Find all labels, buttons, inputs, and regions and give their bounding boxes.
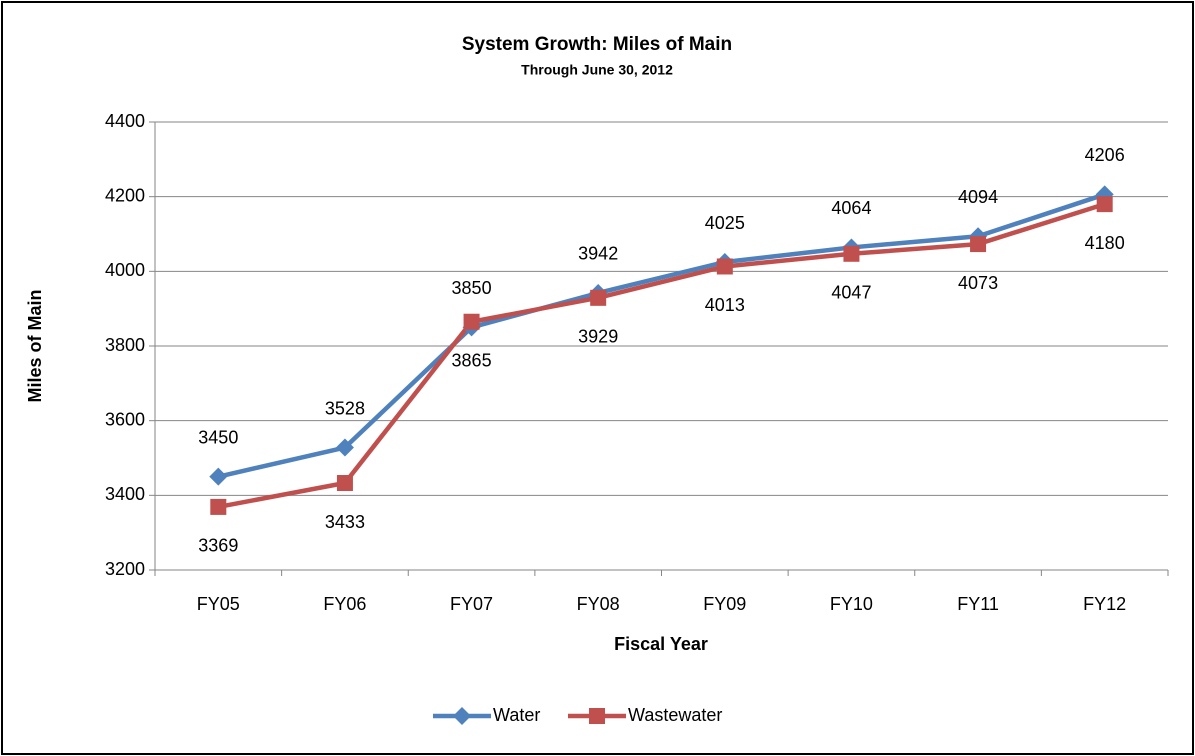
x-tick-label: FY05	[197, 594, 240, 614]
y-tick-label: 4400	[105, 111, 145, 131]
data-label: 3450	[198, 427, 238, 447]
x-axis-label: Fiscal Year	[614, 634, 708, 654]
x-tick-label: FY12	[1083, 594, 1126, 614]
data-label: 4094	[958, 187, 998, 207]
x-tick-label: FY11	[957, 594, 999, 614]
data-label: 4013	[705, 295, 745, 315]
data-label: 3850	[452, 278, 492, 298]
data-label: 4073	[958, 273, 998, 293]
data-point	[210, 498, 227, 515]
chart-subtitle: Through June 30, 2012	[521, 62, 673, 78]
data-point	[336, 475, 353, 492]
x-tick-label: FY08	[577, 594, 620, 614]
data-label: 4064	[831, 198, 871, 218]
y-tick-label: 3400	[105, 484, 145, 504]
data-label: 3929	[578, 327, 618, 347]
legend-marker	[453, 707, 471, 725]
data-point	[209, 467, 228, 486]
data-label: 4047	[831, 283, 871, 303]
data-label: 4025	[705, 213, 745, 233]
series-line	[217, 192, 1106, 479]
x-tick-label: FY09	[703, 594, 746, 614]
legend-label: Wastewater	[628, 705, 722, 725]
data-label: 3369	[198, 536, 238, 556]
data-label: 3528	[325, 398, 365, 418]
data-label: 4206	[1085, 145, 1125, 165]
y-tick-label: 3600	[105, 409, 145, 429]
x-tick-label: FY07	[450, 594, 493, 614]
y-tick-label: 4200	[105, 185, 145, 205]
data-point	[590, 289, 607, 306]
data-point	[843, 245, 860, 262]
chart-title: System Growth: Miles of Main	[462, 34, 732, 55]
data-point	[716, 258, 733, 275]
y-tick-label: 3800	[105, 335, 145, 355]
data-point	[335, 438, 354, 457]
data-label: 4180	[1085, 233, 1125, 253]
y-tick-label: 4000	[105, 260, 145, 280]
legend-marker	[589, 708, 605, 724]
x-tick-label: FY10	[830, 594, 873, 614]
data-point	[970, 236, 987, 253]
data-label: 3865	[452, 350, 492, 370]
data-point	[1096, 196, 1113, 213]
x-tick-label: FY06	[323, 594, 366, 614]
series-line	[217, 201, 1106, 510]
legend-label: Water	[493, 705, 540, 725]
data-point	[463, 313, 480, 330]
data-label: 3433	[325, 512, 365, 532]
y-axis-label: Miles of Main	[25, 289, 45, 402]
y-tick-label: 3200	[105, 559, 145, 579]
data-label: 3942	[578, 244, 618, 264]
